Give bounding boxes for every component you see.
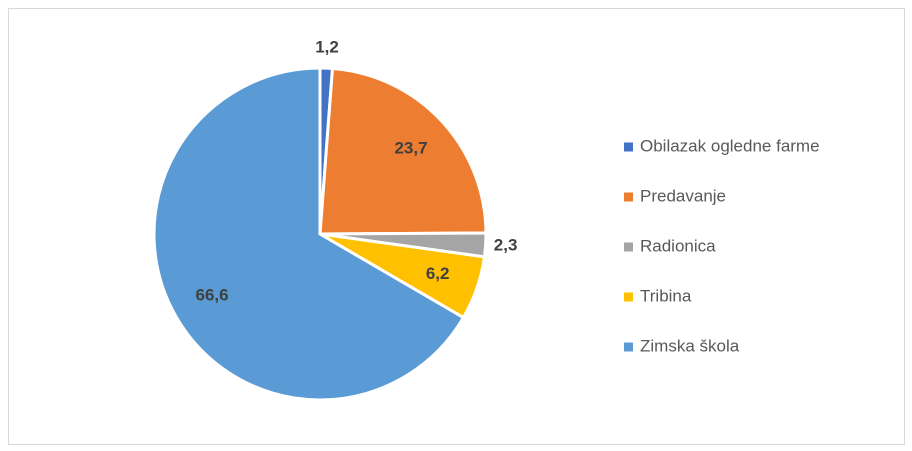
legend-swatch: [624, 292, 633, 302]
legend-swatch: [624, 342, 633, 352]
legend-swatch: [624, 142, 633, 152]
legend-swatch: [624, 242, 633, 252]
pie-slice: [152, 66, 466, 402]
legend-label: Predavanje: [640, 186, 726, 205]
data-label: 66,6: [196, 286, 229, 305]
legend-label: Tribina: [640, 286, 692, 305]
legend-label: Zimska škola: [640, 336, 740, 355]
legend-label: Radionica: [640, 236, 716, 255]
data-label: 6,2: [426, 264, 450, 283]
data-label: 1,2: [315, 38, 339, 57]
legend-swatch: [624, 192, 633, 202]
pie-slice: [318, 66, 488, 236]
legend-label: Obilazak ogledne farme: [640, 136, 820, 155]
data-label: 23,7: [394, 139, 427, 158]
data-label: 2,3: [494, 236, 518, 255]
